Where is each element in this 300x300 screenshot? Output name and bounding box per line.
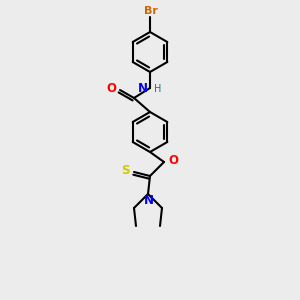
Text: S: S bbox=[122, 164, 130, 178]
Text: O: O bbox=[106, 82, 116, 95]
Text: N: N bbox=[138, 82, 148, 95]
Text: N: N bbox=[144, 194, 154, 207]
Text: Br: Br bbox=[144, 6, 158, 16]
Text: H: H bbox=[154, 84, 161, 94]
Text: O: O bbox=[168, 154, 178, 167]
